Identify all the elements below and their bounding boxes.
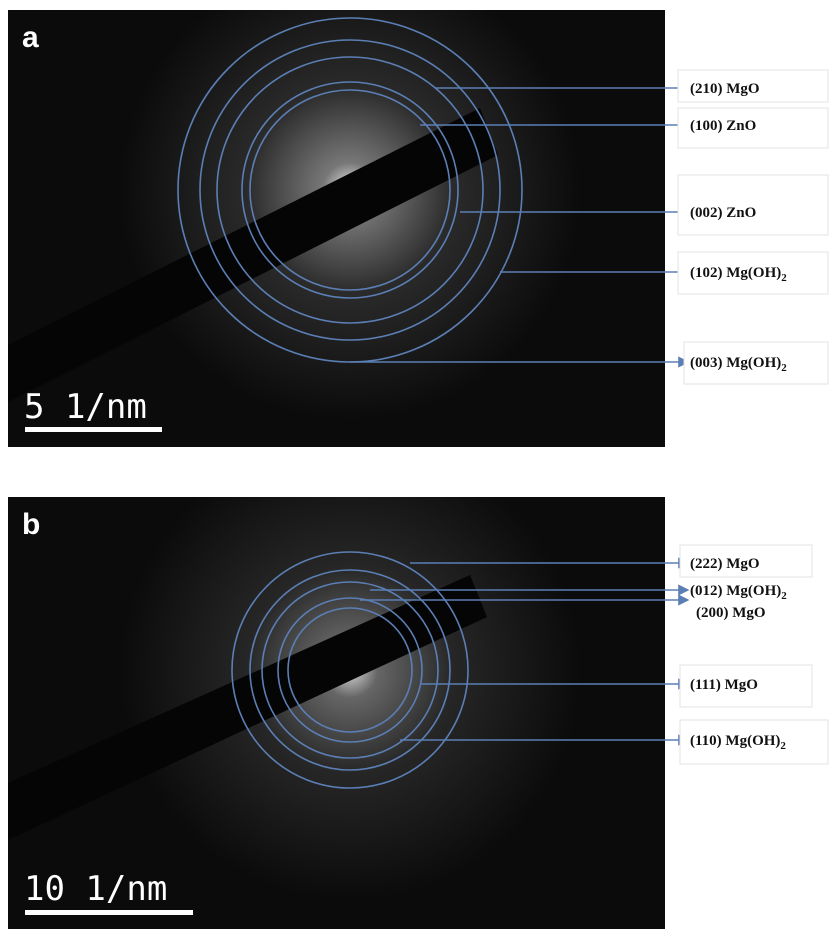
phase: ZnO (726, 118, 756, 134)
ring-label: (222) MgO (690, 556, 760, 572)
ring-label: (002) ZnO (690, 205, 756, 221)
phase: Mg(OH) (726, 265, 781, 281)
index: (200) (696, 605, 729, 621)
diffraction-image (8, 497, 665, 929)
phase: MgO (726, 556, 759, 572)
index: (100) (690, 118, 723, 134)
index: (002) (690, 205, 723, 221)
ring-label: (200) MgO (696, 605, 766, 621)
figure: a 5 1/nm (210) MgO (100) ZnO (002) ZnO (… (0, 0, 830, 929)
index: (222) (690, 556, 723, 572)
index: (210) (690, 81, 723, 97)
phase: ZnO (726, 205, 756, 221)
panel-label: a (22, 21, 39, 54)
index: (003) (690, 355, 723, 371)
subscript: 2 (781, 272, 787, 284)
panel-label: b (22, 508, 40, 541)
index: (102) (690, 265, 723, 281)
ring-label: (100) ZnO (690, 118, 756, 134)
ring-label: (210) MgO (690, 81, 760, 97)
phase: Mg(OH) (726, 583, 781, 599)
panel-b: b 10 1/nm (222) MgO (012) Mg(OH)2 (200) … (8, 497, 828, 929)
index: (111) (690, 677, 721, 693)
scale-label: 5 1/nm (24, 387, 147, 427)
scale-label: 10 1/nm (24, 869, 167, 909)
panel-a: a 5 1/nm (210) MgO (100) ZnO (002) ZnO (… (8, 10, 828, 447)
scale-bar (25, 427, 162, 432)
phase: MgO (732, 605, 765, 621)
scale-bar (25, 910, 193, 915)
ring-label: (012) Mg(OH)2 (690, 583, 787, 602)
phase: Mg(OH) (726, 355, 781, 371)
phase: Mg(OH) (725, 733, 780, 749)
ring-label: (111) MgO (690, 677, 758, 693)
index: (012) (690, 583, 723, 599)
subscript: 2 (780, 740, 786, 752)
subscript: 2 (781, 590, 787, 602)
phase: MgO (726, 81, 759, 97)
subscript: 2 (781, 362, 787, 374)
phase: MgO (725, 677, 758, 693)
index: (110) (690, 733, 722, 749)
